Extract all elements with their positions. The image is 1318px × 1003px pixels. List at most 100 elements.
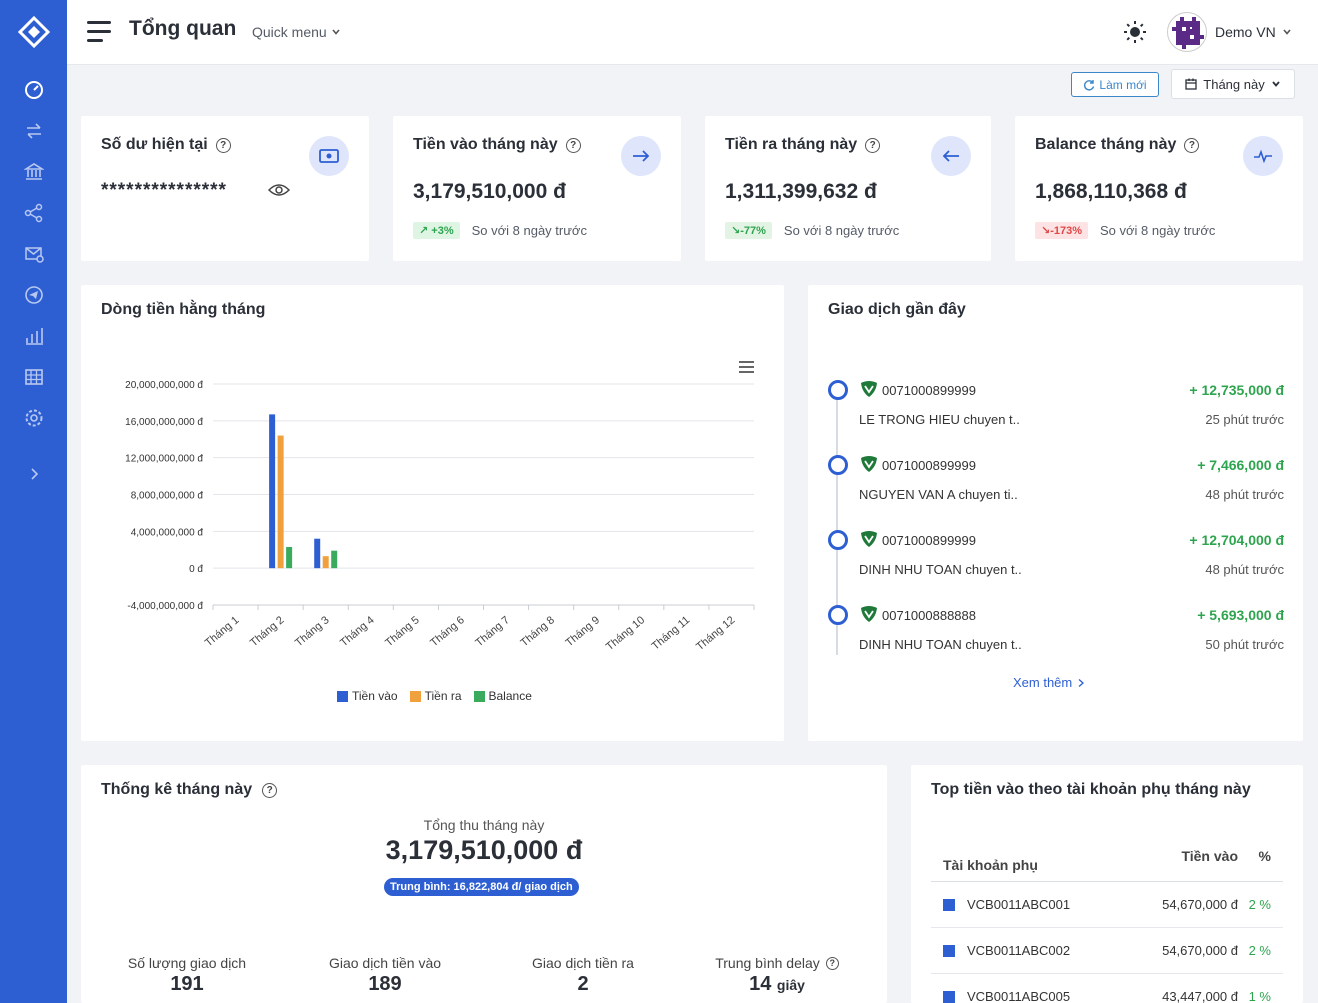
calendar-icon	[1185, 78, 1197, 90]
kpi-label: Số lượng giao dịch	[127, 955, 247, 971]
menu-toggle-icon[interactable]	[87, 21, 111, 43]
help-icon[interactable]: ?	[865, 137, 881, 153]
table-icon[interactable]	[22, 365, 46, 389]
legend-item-balance[interactable]: Balance	[473, 689, 532, 703]
transaction-time: 48 phút trước	[1205, 562, 1284, 577]
sun-icon[interactable]	[1123, 20, 1147, 44]
cell-amount: 54,670,000 đ	[1162, 897, 1238, 912]
bar-tiền-vào	[314, 538, 321, 569]
net-balance-note: So với 8 ngày trước	[1100, 223, 1216, 238]
cashflow-card: Dòng tiền hằng tháng 20,000,000,000 đ 16,…	[81, 285, 784, 741]
money-in-change-badge: ↗ +3%	[413, 222, 460, 239]
bar-chart-icon[interactable]	[22, 324, 46, 348]
bank-logo-icon	[861, 606, 877, 622]
y-tick-label: -4,000,000,000 đ	[127, 601, 203, 612]
transaction-item[interactable]: 0071000899999 + 7,466,000 đ NGUYEN VAN A…	[828, 455, 1284, 515]
mail-settings-icon[interactable]	[22, 242, 46, 266]
table-row[interactable]: VCB0011ABC001 54,670,000 đ 2 %	[931, 882, 1283, 928]
legend-swatch	[473, 690, 485, 702]
kpi-value-row: 14 giây	[677, 973, 877, 996]
x-tick-label: Tháng 2	[248, 614, 287, 649]
quick-menu-dropdown[interactable]: Quick menu	[252, 24, 341, 40]
money-icon	[309, 136, 349, 176]
kpi-value: 2	[577, 973, 589, 995]
period-select[interactable]: Tháng này	[1171, 69, 1295, 99]
color-square	[943, 944, 955, 957]
money-out-note: So với 8 ngày trước	[783, 223, 900, 238]
bar-tiền-ra	[277, 435, 284, 569]
net-balance-card-title: Balance tháng này ?	[1035, 136, 1200, 154]
dashboard-icon[interactable]	[22, 78, 46, 102]
bank-logo-icon	[861, 456, 877, 472]
refresh-button[interactable]: Làm mới	[1071, 72, 1159, 97]
expand-sidebar-icon[interactable]	[22, 462, 46, 486]
transaction-account: 0071000899999	[882, 533, 976, 548]
cell-account: VCB0011ABC002	[931, 943, 1126, 958]
transaction-amount: + 12,704,000 đ	[1189, 532, 1284, 548]
recent-transactions-card: Giao dịch gần đây 0071000899999 + 12,735…	[808, 285, 1303, 741]
table-row[interactable]: VCB0011ABC005 43,447,000 đ 1 %	[931, 974, 1283, 1003]
share-icon[interactable]	[22, 201, 46, 225]
legend-item-out[interactable]: Tiền ra	[409, 689, 462, 703]
transaction-item[interactable]: 0071000899999 + 12,704,000 đ DINH NHU TO…	[828, 530, 1284, 590]
transfer-icon[interactable]	[22, 119, 46, 143]
legend-item-in[interactable]: Tiền vào	[337, 689, 398, 703]
kpi-unit: giây	[776, 977, 805, 993]
kpi-label: Giao dịch tiền ra	[532, 955, 634, 971]
user-name: Demo VN	[1215, 24, 1276, 40]
x-tick-label: Tháng 11	[650, 614, 693, 653]
x-tick-label: Tháng 3	[293, 614, 332, 649]
help-icon[interactable]: ?	[565, 137, 581, 153]
timeline-dot	[828, 380, 848, 400]
kpi-average-delay: Trung bình delay ? 14 giây	[677, 955, 877, 996]
total-income-label: Tổng thu tháng này	[423, 817, 545, 833]
help-icon[interactable]: ?	[825, 956, 839, 970]
avatar[interactable]	[1167, 12, 1207, 52]
bank-logo-icon	[861, 531, 877, 547]
column-header-account[interactable]: Tài khoản phụ	[943, 856, 1038, 873]
transaction-account: 0071000899999	[882, 383, 976, 398]
app-logo-icon[interactable]	[18, 16, 50, 48]
help-icon[interactable]: ?	[215, 137, 231, 153]
transaction-amount: + 7,466,000 đ	[1197, 457, 1284, 473]
eye-icon[interactable]	[268, 182, 290, 198]
y-tick-label: 12,000,000,000 đ	[125, 454, 203, 465]
kpi-value: 14	[749, 973, 772, 995]
cell-amount: 54,670,000 đ	[1162, 943, 1238, 958]
transaction-item[interactable]: 0071000888888 + 5,693,000 đ DINH NHU TOA…	[828, 605, 1284, 665]
recent-title: Giao dịch gần đây	[828, 301, 966, 318]
kpi-value: 191	[170, 973, 204, 995]
telegram-icon[interactable]	[22, 283, 46, 307]
gear-icon[interactable]	[22, 406, 46, 430]
x-tick-label: Tháng 4	[338, 614, 377, 649]
money-in-value: 3,179,510,000 đ	[413, 180, 566, 203]
help-icon[interactable]: ?	[262, 782, 278, 798]
kpi-value: 189	[368, 973, 402, 995]
balance-card: Số dư hiện tại ? ***************	[81, 116, 369, 261]
chart-menu-icon[interactable]	[739, 361, 754, 373]
timeline-line	[836, 390, 838, 655]
x-tick-label: Tháng 6	[428, 614, 467, 649]
cell-percent: 2 %	[1248, 897, 1271, 912]
bar-balance	[286, 546, 293, 569]
transaction-description: DINH NHU TOAN chuyen t..	[859, 562, 1022, 577]
net-balance-change-badge: ↘-173%	[1035, 222, 1089, 239]
money-in-card-title: Tiền vào tháng này ?	[413, 136, 581, 154]
page-title: Tổng quan	[129, 17, 237, 40]
column-header-percent[interactable]: %	[1258, 848, 1271, 864]
transaction-account: 0071000888888	[882, 608, 976, 623]
top-accounts-title: Top tiền vào theo tài khoản phụ tháng nà…	[931, 781, 1251, 798]
chevron-down-icon	[1272, 81, 1280, 87]
transaction-description: LE TRONG HIEU chuyen t..	[859, 412, 1020, 427]
column-header-amount[interactable]: Tiền vào	[1181, 848, 1238, 864]
transaction-item[interactable]: 0071000899999 + 12,735,000 đ LE TRONG HI…	[828, 380, 1284, 440]
user-menu[interactable]: Demo VN	[1215, 24, 1292, 40]
kpi-outgoing-count: Giao dịch tiền ra 2	[483, 955, 683, 996]
legend-label: Tiền vào	[352, 689, 398, 703]
money-out-footer: ↘-77% So với 8 ngày trước	[725, 222, 899, 239]
see-more-link[interactable]: Xem thêm	[1013, 675, 1086, 690]
help-icon[interactable]: ?	[1184, 137, 1200, 153]
bank-icon[interactable]	[22, 160, 46, 184]
table-row[interactable]: VCB0011ABC002 54,670,000 đ 2 %	[931, 928, 1283, 974]
top-header: Tổng quan Quick menu Demo VN	[67, 0, 1318, 65]
